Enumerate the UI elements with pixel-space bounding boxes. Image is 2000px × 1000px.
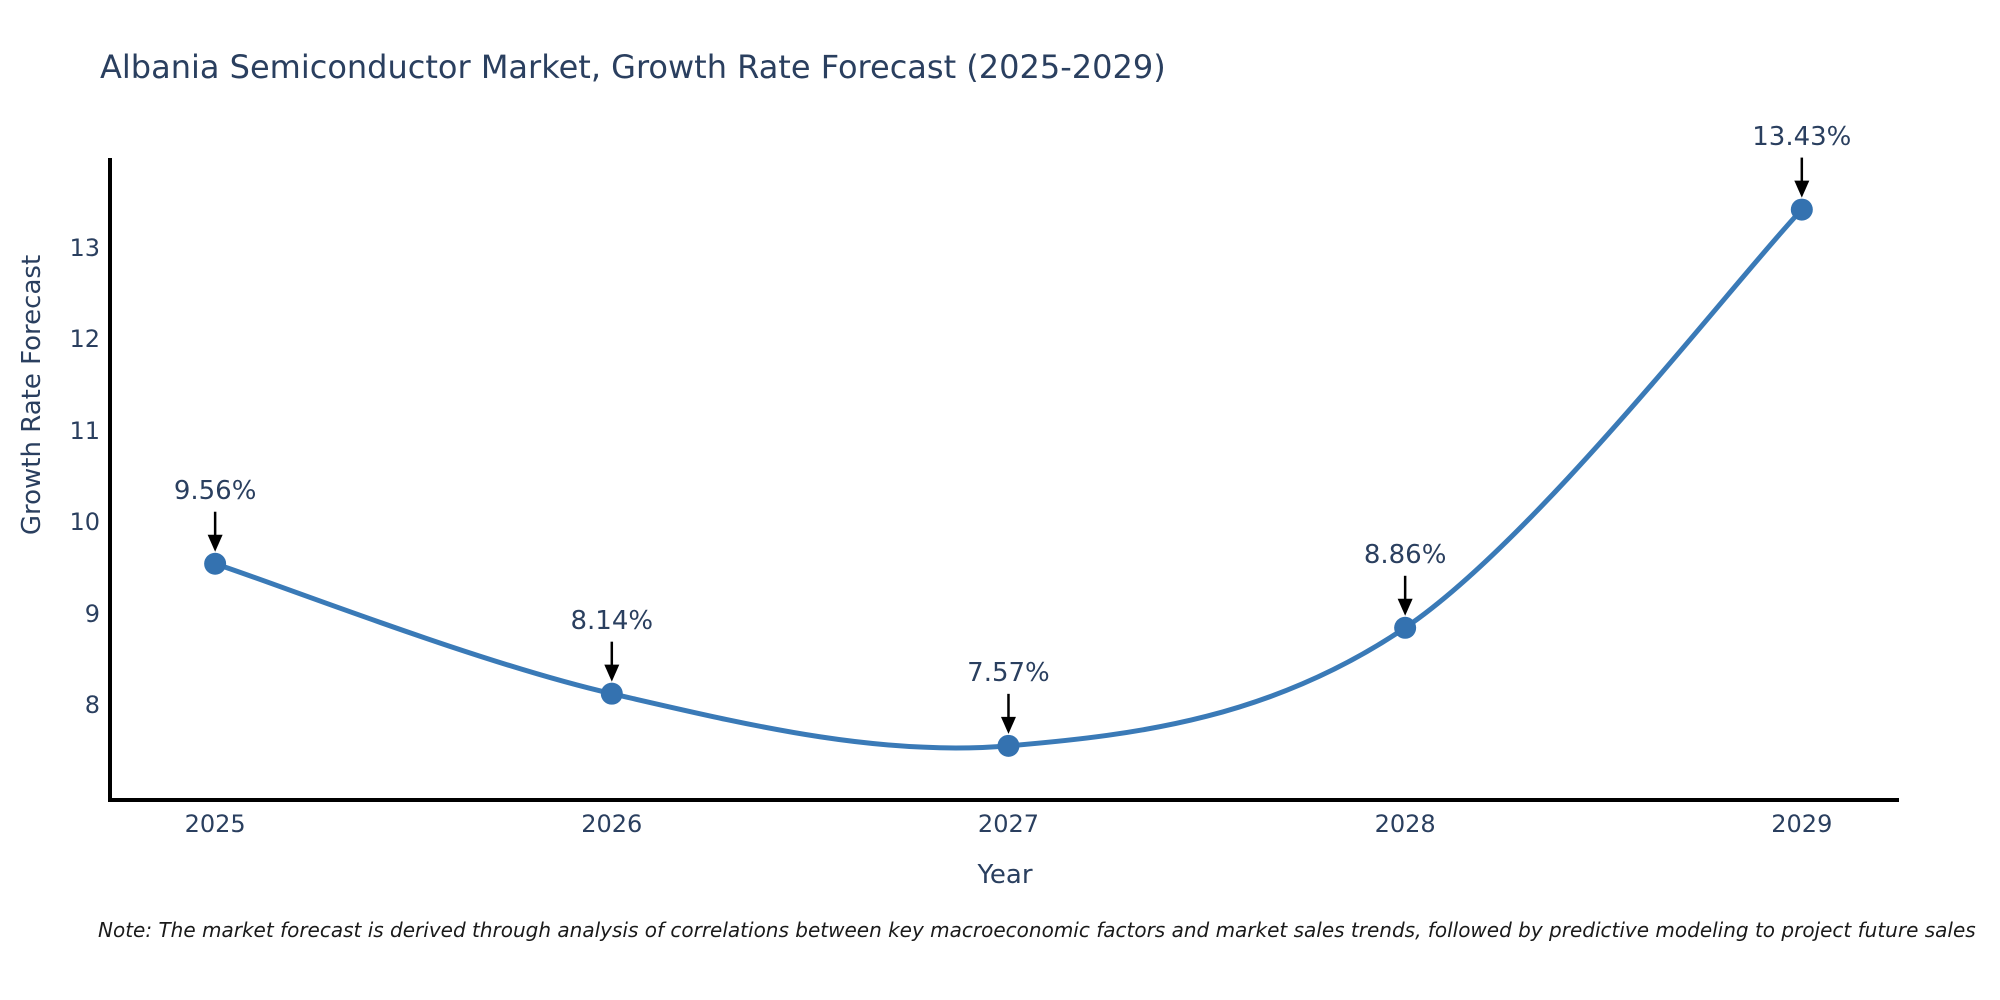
- annotation-arrow-head: [207, 534, 223, 552]
- y-tick-label: 12: [69, 325, 100, 354]
- y-tick-label: 11: [69, 416, 100, 445]
- y-tick-label: 13: [69, 233, 100, 262]
- forecast-line: [212, 207, 1805, 751]
- x-tick-label: 2027: [977, 810, 1039, 838]
- x-tick-label: 2026: [581, 810, 643, 838]
- point-value-label: 13.43%: [1752, 121, 1852, 152]
- x-tick-label: 2028: [1374, 810, 1436, 838]
- data-point-marker: [1394, 616, 1417, 639]
- chart-title: Albania Semiconductor Market, Growth Rat…: [100, 48, 1166, 86]
- x-axis-title: Year: [977, 860, 1033, 890]
- annotation-arrow-head: [604, 664, 620, 682]
- point-value-label: 7.57%: [967, 657, 1050, 688]
- point-value-label: 8.86%: [1363, 539, 1447, 570]
- x-tick-label: 2029: [1771, 810, 1833, 838]
- data-point-marker: [204, 552, 227, 575]
- data-point-marker: [600, 682, 623, 705]
- point-value-label: 9.56%: [173, 475, 257, 506]
- data-point-marker: [1790, 198, 1813, 221]
- y-tick-label: 10: [69, 508, 100, 537]
- y-tick-label: 9: [84, 599, 100, 628]
- x-tick-label: 2025: [184, 810, 246, 838]
- point-value-label: 8.14%: [570, 605, 654, 636]
- y-tick-label: 8: [84, 691, 100, 720]
- annotation-arrow-head: [1794, 180, 1810, 198]
- annotation-arrow-head: [1397, 598, 1413, 616]
- data-point-marker: [997, 734, 1020, 757]
- annotation-arrow-head: [1000, 716, 1016, 734]
- footnote: Note: The market forecast is derived thr…: [98, 918, 1976, 942]
